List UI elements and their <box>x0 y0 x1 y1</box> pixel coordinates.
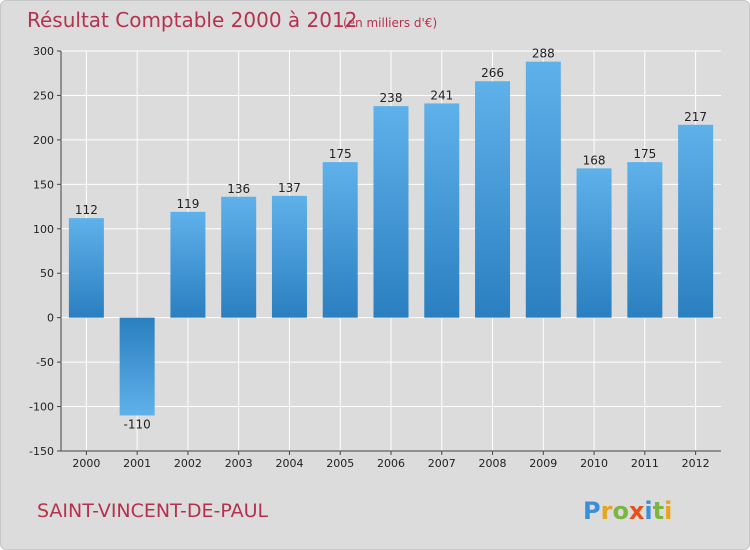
logo-letter: o <box>612 497 629 525</box>
y-tick-label: 100 <box>33 223 54 236</box>
y-tick-label: 50 <box>40 267 54 280</box>
data-label-2007: 241 <box>430 88 453 102</box>
bar-2009 <box>525 61 561 318</box>
data-label-2011: 175 <box>633 147 656 161</box>
data-label-2003: 136 <box>227 182 250 196</box>
y-tick-label: -100 <box>29 401 54 414</box>
x-tick-label: 2006 <box>377 457 405 470</box>
axes: 300 250 200 150 100 50 0 -50 -100 -150 2000 2001 200… <box>29 45 721 470</box>
logo-letter: r <box>601 497 613 525</box>
data-label-2010: 168 <box>583 153 606 167</box>
x-tick-label: 2011 <box>631 457 659 470</box>
x-tick-label: 2012 <box>682 457 710 470</box>
data-label-2004: 137 <box>278 181 301 195</box>
y-tick-label: 250 <box>33 89 54 102</box>
data-label-2001: -110 <box>124 417 151 431</box>
y-tick-label: -50 <box>36 356 54 369</box>
y-tick-label: 0 <box>47 312 54 325</box>
y-tick-label: 150 <box>33 178 54 191</box>
x-tick-label: 2003 <box>225 457 253 470</box>
x-tick-label: 2001 <box>123 457 151 470</box>
x-tick-label: 2002 <box>174 457 202 470</box>
data-label-2002: 119 <box>176 197 199 211</box>
bar-2005 <box>322 162 358 318</box>
x-tick-label: 2004 <box>275 457 303 470</box>
bars: 112 -110 119 136 137 175 238 241 266 288 168 175 217 <box>68 47 714 431</box>
bar-2011 <box>627 162 663 318</box>
data-label-2009: 288 <box>532 47 555 61</box>
bar-2012 <box>678 124 714 318</box>
data-label-2005: 175 <box>329 147 352 161</box>
bar-2006 <box>373 106 409 318</box>
data-label-2006: 238 <box>380 91 403 105</box>
logo-letter: P <box>583 497 601 525</box>
y-tick-label: 200 <box>33 134 54 147</box>
bar-2002 <box>170 211 206 318</box>
x-tick-label: 2009 <box>529 457 557 470</box>
logo-letter: i <box>664 497 672 525</box>
bar-2004 <box>271 195 307 318</box>
data-label-2012: 217 <box>684 110 707 124</box>
chart-title: Résultat Comptable 2000 à 2012 <box>27 8 357 32</box>
y-tick-label: -150 <box>29 445 54 458</box>
bar-2008 <box>475 81 511 318</box>
x-tick-label: 2007 <box>428 457 456 470</box>
bar-2001 <box>119 317 155 416</box>
bar-2003 <box>221 196 257 318</box>
proxiti-logo: Proxiti <box>583 497 672 525</box>
bar-2010 <box>576 168 612 318</box>
x-tick-label: 2005 <box>326 457 354 470</box>
y-tick-label: 300 <box>33 45 54 58</box>
x-tick-label: 2000 <box>72 457 100 470</box>
commune-name: SAINT-VINCENT-DE-PAUL <box>37 500 268 522</box>
chart-subtitle: (en milliers d'€) <box>343 16 437 30</box>
bar-2007 <box>424 103 460 318</box>
x-tick-label: 2010 <box>580 457 608 470</box>
logo-letter: t <box>653 497 664 525</box>
data-label-2000: 112 <box>75 203 98 217</box>
logo-letter: i <box>644 497 652 525</box>
logo-letter: x <box>629 497 645 525</box>
x-tick-label: 2008 <box>479 457 507 470</box>
data-label-2008: 266 <box>481 66 504 80</box>
bar-2000 <box>68 218 104 318</box>
